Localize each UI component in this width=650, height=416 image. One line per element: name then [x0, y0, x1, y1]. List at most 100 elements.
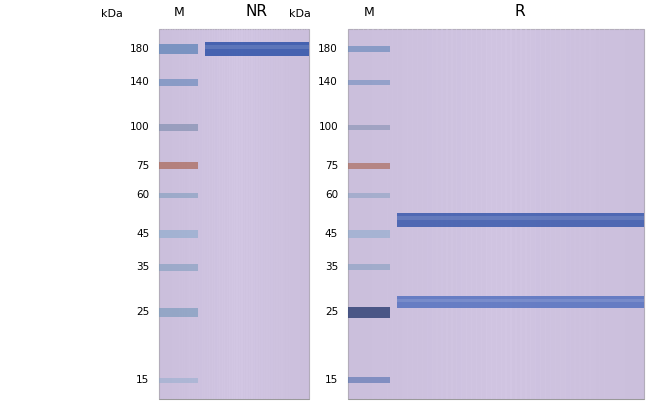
Bar — [599, 29, 605, 399]
Bar — [348, 307, 390, 317]
Bar — [565, 29, 571, 399]
Bar — [281, 29, 285, 399]
Bar — [237, 29, 240, 399]
Bar — [159, 29, 163, 399]
Bar — [216, 29, 220, 399]
Bar — [491, 29, 497, 399]
Bar — [609, 29, 615, 399]
Bar — [407, 29, 413, 399]
Bar — [348, 29, 354, 399]
Bar — [204, 29, 208, 399]
Bar — [604, 29, 610, 399]
Text: 15: 15 — [136, 375, 150, 385]
Bar — [166, 29, 170, 399]
Bar — [372, 29, 378, 399]
Bar — [252, 29, 255, 399]
Bar — [249, 29, 253, 399]
Bar — [187, 29, 190, 399]
Bar — [422, 29, 428, 399]
Bar — [486, 29, 492, 399]
Bar — [367, 29, 374, 399]
Bar — [159, 307, 198, 317]
Bar — [348, 230, 390, 238]
Text: 60: 60 — [136, 191, 150, 201]
Bar — [242, 29, 245, 399]
Bar — [476, 29, 482, 399]
Bar — [348, 193, 390, 198]
Text: 180: 180 — [130, 44, 150, 54]
Bar — [159, 264, 198, 271]
Bar — [377, 29, 384, 399]
Bar — [614, 29, 620, 399]
Bar — [506, 29, 512, 399]
Text: NR: NR — [246, 4, 268, 19]
Bar — [402, 29, 408, 399]
Text: 100: 100 — [318, 122, 338, 132]
Bar — [205, 45, 309, 49]
Text: 140: 140 — [130, 77, 150, 87]
Bar — [363, 29, 369, 399]
Bar — [397, 29, 403, 399]
Bar — [545, 29, 551, 399]
Bar — [274, 29, 278, 399]
Bar — [348, 264, 390, 270]
Bar — [447, 29, 452, 399]
Bar — [234, 29, 238, 399]
Text: 60: 60 — [325, 191, 338, 201]
Bar — [520, 29, 526, 399]
Bar — [569, 29, 576, 399]
Bar — [396, 216, 644, 220]
Bar — [417, 29, 423, 399]
Bar — [162, 29, 166, 399]
Bar — [276, 29, 280, 399]
Bar — [289, 29, 292, 399]
Bar — [382, 29, 389, 399]
Bar — [231, 29, 235, 399]
Bar — [192, 29, 196, 399]
Bar — [207, 29, 211, 399]
Bar — [461, 29, 467, 399]
Text: 25: 25 — [136, 307, 150, 317]
Bar — [638, 29, 645, 399]
Bar — [261, 29, 265, 399]
Bar — [159, 378, 198, 383]
Bar — [286, 29, 290, 399]
Bar — [284, 29, 287, 399]
Bar — [279, 29, 283, 399]
Bar — [189, 29, 193, 399]
Bar — [530, 29, 536, 399]
Bar — [159, 162, 198, 169]
Bar — [441, 29, 448, 399]
Text: 15: 15 — [325, 375, 338, 385]
Bar — [209, 29, 213, 399]
Bar — [437, 29, 443, 399]
Bar — [205, 42, 309, 56]
Bar — [159, 230, 198, 238]
Bar — [590, 29, 595, 399]
Bar — [229, 29, 233, 399]
Bar — [159, 45, 198, 54]
Bar — [266, 29, 270, 399]
Bar — [456, 29, 462, 399]
Bar — [510, 29, 517, 399]
Text: 75: 75 — [325, 161, 338, 171]
Bar — [348, 163, 390, 168]
Text: M: M — [364, 6, 374, 19]
Bar — [259, 29, 263, 399]
Bar — [466, 29, 473, 399]
Bar — [426, 29, 433, 399]
Bar — [624, 29, 630, 399]
Bar — [540, 29, 546, 399]
Bar — [515, 29, 521, 399]
Text: M: M — [174, 6, 184, 19]
Bar — [246, 29, 250, 399]
Text: 45: 45 — [325, 229, 338, 239]
Bar — [159, 124, 198, 131]
Bar — [306, 29, 310, 399]
Bar — [348, 377, 390, 383]
Bar — [164, 29, 168, 399]
Bar — [272, 29, 275, 399]
Bar — [296, 29, 300, 399]
Bar — [222, 29, 226, 399]
Bar — [172, 29, 176, 399]
